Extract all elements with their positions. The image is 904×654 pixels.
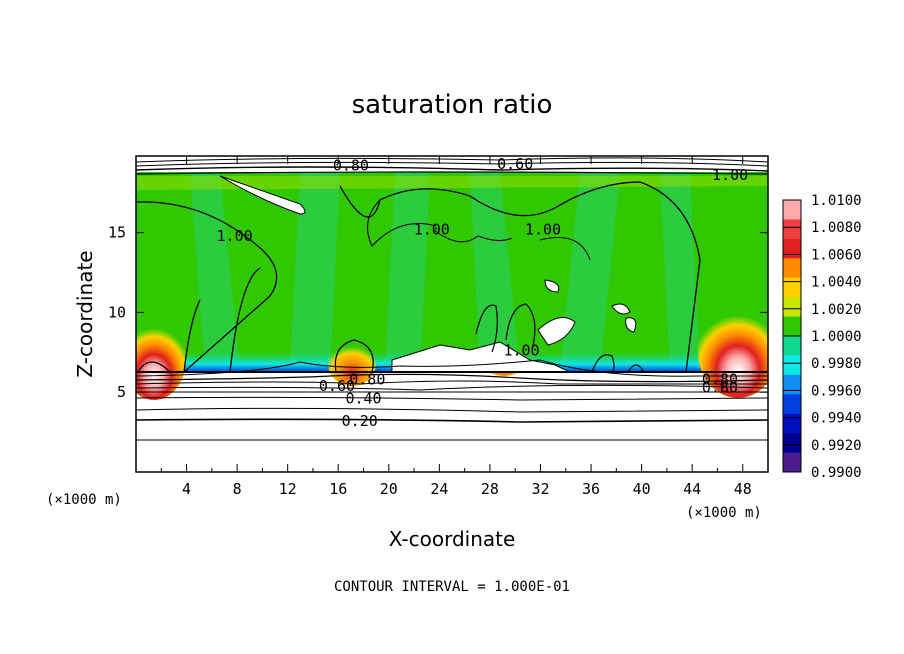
plot-frame (135, 155, 769, 473)
colorbar-label: 1.0020 (811, 302, 862, 318)
colorbar-label: 1.0080 (811, 220, 862, 236)
contour-labels: 0.80 0.601.001.00 1.00 1.001.000.800.600.40… (217, 155, 749, 430)
heatmap-field (136, 156, 768, 472)
x-tick-label: 48 (734, 480, 752, 498)
x-tick-label: 24 (430, 480, 448, 498)
x-tick-label: 32 (531, 480, 549, 498)
contour-label: 0.20 (342, 412, 378, 430)
contour-label: 0.60 (497, 155, 533, 173)
contour-label: 0.40 (345, 390, 381, 408)
colorbar-label: 1.0000 (811, 329, 862, 345)
colorbar-swatch (783, 219, 801, 240)
colorbar-swatch (783, 277, 801, 298)
colorbar-label: 0.9900 (811, 465, 862, 481)
y-tick-label: 15 (108, 224, 126, 242)
contour-interval-note: CONTOUR INTERVAL = 1.000E-01 (334, 579, 570, 595)
colorbar-label: 1.0040 (811, 275, 862, 291)
contour-label: 1.00 (217, 227, 253, 245)
contour-label: 1.00 (503, 342, 539, 360)
chart-title: saturation ratio (352, 90, 553, 120)
colorbar-swatch (783, 336, 801, 356)
colorbar-swatch (783, 433, 801, 454)
y-tick-label: 10 (108, 303, 126, 321)
y-axis-label: Z-coordinate (73, 250, 97, 377)
x-tick-label: 4 (182, 480, 191, 498)
contour-label: 0.80 (702, 378, 738, 396)
x-axis: 4 8 12 16 20 24 28 32 36 40 44 48 (160, 156, 752, 498)
colorbar-swatch (783, 394, 801, 415)
colorbar-swatch (783, 297, 801, 318)
hot-spot-right (698, 306, 768, 398)
contour-label: 0.80 (333, 157, 369, 175)
contour-label: 1.00 (414, 220, 450, 238)
contour-label: 0.80 (702, 370, 738, 388)
x-tick-label: 12 (279, 480, 297, 498)
contour-label: 1.00 (525, 220, 561, 238)
x-tick-label: 44 (683, 480, 701, 498)
colorbar: 1.0100 1.0080 1.0060 1.0040 1.0020 1.0000 0.99… (782, 193, 862, 481)
x-tick-label: 40 (633, 480, 651, 498)
colorbar-label: 0.9920 (811, 438, 862, 454)
x-tick-label: 28 (481, 480, 499, 498)
y-axis: 5 10 15 (108, 224, 768, 401)
colorbar-swatch (783, 413, 801, 434)
contour-label: 0.80 (349, 370, 385, 388)
contour-label: 0.60 (319, 377, 355, 395)
colorbar-swatch (783, 452, 801, 473)
colorbar-swatch (783, 200, 801, 220)
colorbar-swatch (783, 238, 801, 259)
colorbar-swatch (783, 374, 801, 395)
colorbar-label: 0.9940 (811, 411, 862, 427)
x-tick-label: 20 (380, 480, 398, 498)
cloud-patches (219, 175, 637, 373)
colorbar-swatch (783, 316, 801, 337)
contour-label: 1.00 (712, 166, 748, 184)
colorbar-label: 0.9960 (811, 383, 862, 399)
colorbar-label: 0.9980 (811, 356, 862, 372)
x-tick-label: 8 (233, 480, 242, 498)
y-tick-label: 5 (117, 383, 126, 401)
y-unit-label: (×1000 m) (46, 492, 122, 508)
colorbar-swatch (783, 258, 801, 279)
x-axis-label: X-coordinate (389, 527, 516, 551)
colorbar-label: 1.0100 (811, 193, 862, 209)
yellowgreen-band (136, 176, 768, 190)
x-tick-label: 16 (329, 480, 347, 498)
x-tick-label: 36 (582, 480, 600, 498)
x-unit-label: (×1000 m) (686, 505, 762, 521)
colorbar-label: 1.0060 (811, 247, 862, 263)
colorbar-swatch (783, 355, 801, 376)
